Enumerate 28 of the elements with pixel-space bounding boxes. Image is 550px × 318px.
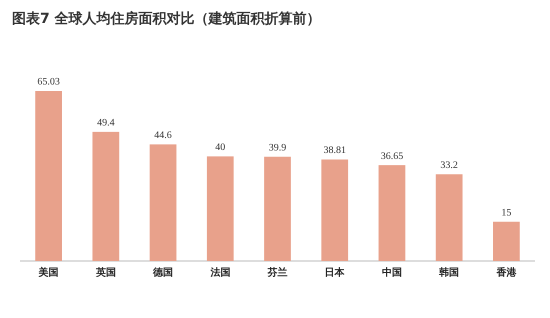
x-tick-label: 香港: [495, 266, 518, 279]
bar: [206, 156, 234, 261]
bar: [150, 144, 176, 261]
bar: [264, 156, 291, 261]
x-tick-label: 中国: [382, 266, 402, 279]
data-label: 33.2: [440, 160, 458, 171]
x-tick-label: 日本: [324, 266, 346, 279]
x-tick-label: 芬兰: [266, 266, 288, 279]
data-label: 44.6: [154, 130, 172, 142]
bar: [378, 165, 406, 261]
data-label: 39.9: [268, 142, 286, 154]
bar: [436, 174, 463, 261]
x-tick-label: 法国: [209, 266, 230, 279]
bar: [92, 132, 120, 261]
x-tick-label: 德国: [152, 266, 174, 279]
x-tick-label: 韩国: [438, 266, 460, 279]
bar: [493, 222, 520, 261]
data-label: 36.65: [380, 150, 404, 162]
x-tick-label: 英国: [94, 266, 116, 279]
data-label: 65.03: [37, 76, 60, 88]
data-label: 15: [501, 207, 512, 218]
bar: [321, 160, 348, 261]
bar: [35, 90, 62, 261]
data-label: 40: [215, 142, 226, 154]
data-label: 38.81: [323, 145, 346, 156]
data-label: 49.4: [97, 117, 115, 128]
x-tick-label: 美国: [38, 266, 59, 279]
chart-title: 图表7 全球人均住房面积对比（建筑面积折算前）: [12, 10, 321, 28]
